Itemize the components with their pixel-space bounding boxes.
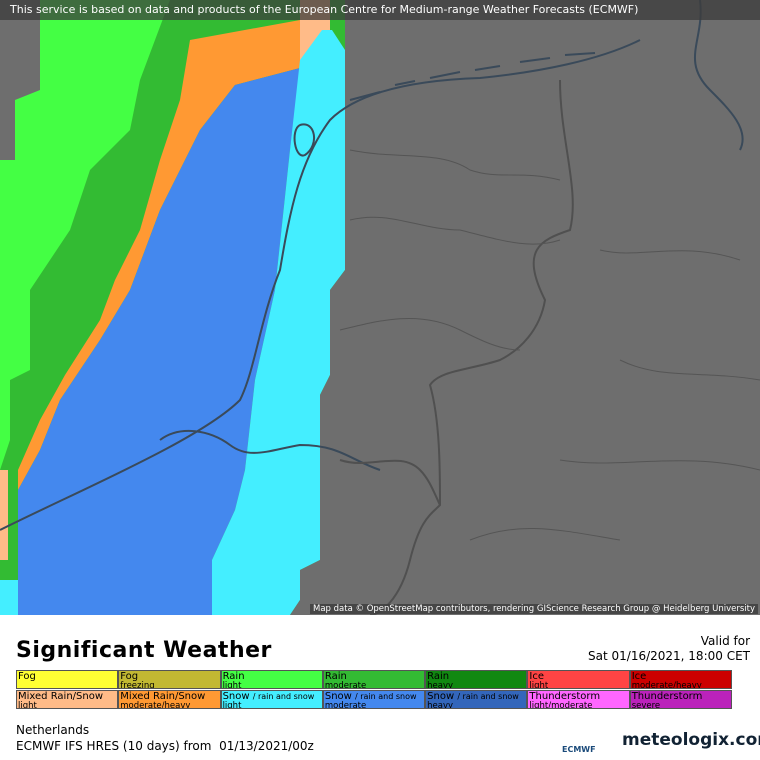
legend-intensity: moderate/heavy — [631, 681, 702, 689]
zone-mixed-light — [0, 470, 8, 560]
country-border — [339, 79, 574, 615]
service-banner: This service is based on data and produc… — [0, 0, 760, 20]
legend-item: Ice moderate/heavy — [629, 670, 732, 689]
legend-intensity: moderate — [324, 681, 367, 689]
legend-qualifier: / rain and snow — [457, 692, 519, 701]
legend-item: Snow / rain and snow light — [220, 690, 323, 709]
legend-name: Rain — [324, 671, 347, 682]
valid-label: Valid for — [700, 634, 750, 648]
legend-item: Snow / rain and snow heavy — [425, 690, 528, 709]
legend-intensity: heavy — [427, 681, 454, 689]
legend-intensity: freezing — [120, 681, 155, 689]
legend-intensity: moderate — [324, 701, 367, 709]
chart-title: Significant Weather — [16, 638, 272, 663]
legend-item: Mixed Rain/Snow moderate/heavy — [118, 690, 221, 709]
legend-name: Mixed Rain/Snow — [120, 691, 206, 702]
legend-item: Rain light — [220, 670, 323, 689]
legend-intensity: light — [222, 701, 242, 709]
legend-intensity: light — [529, 681, 549, 689]
legend-qualifier: / rain and snow — [355, 692, 417, 701]
legend-item: Thunderstorm light/moderate — [527, 690, 630, 709]
legend-name: Snow — [427, 691, 455, 702]
valid-time: Sat 01/16/2021, 18:00 CET — [588, 649, 750, 663]
province-border — [339, 149, 760, 541]
zone-mixed-moderate — [18, 20, 300, 490]
legend-item: Rain heavy — [425, 670, 528, 689]
legend-item: Ice light — [527, 670, 630, 689]
meteologix-logo: meteologix.com — [622, 730, 760, 750]
legend-name: Thunderstorm — [529, 691, 601, 702]
legend-item: Fog — [16, 670, 119, 689]
legend-name: Snow — [324, 691, 352, 702]
model-run: ECMWF IFS HRES (10 days) from 01/13/2021… — [16, 739, 314, 753]
legend-name: Snow — [222, 691, 250, 702]
coastline — [0, 0, 744, 531]
zone-snow-light — [0, 580, 18, 615]
legend-intensity: moderate/heavy — [120, 701, 191, 709]
legend-intensity: heavy — [427, 701, 454, 709]
map — [0, 0, 760, 615]
legend-item: Mixed Rain/Snow light — [16, 690, 119, 709]
legend-name: Fog — [18, 671, 36, 682]
legend-intensity: light — [222, 681, 242, 689]
zone-none — [290, 0, 760, 615]
legend-intensity: light/moderate — [529, 701, 593, 709]
legend-item: Thunderstorm severe — [629, 690, 732, 709]
legend-item: Rain moderate — [322, 670, 426, 689]
zone-snow-moderate — [18, 68, 300, 615]
zone-snow-light — [212, 30, 345, 615]
legend-item: Fog freezing — [118, 670, 221, 689]
legend-name: Fog — [120, 671, 139, 682]
ecmwf-logo: ECMWF — [562, 745, 596, 754]
legend-item: Snow / rain and snow moderate — [322, 690, 426, 709]
legend: Fog Fog freezing Rain light Rain moderate Rain h… — [16, 670, 732, 710]
legend-qualifier: / rain and snow — [252, 692, 315, 701]
legend-intensity: light — [18, 701, 37, 709]
map-attribution: Map data © OpenStreetMap contributors, r… — [310, 604, 758, 614]
legend-name: Ice — [631, 671, 647, 682]
legend-name: Ice — [529, 671, 545, 682]
legend-intensity: severe — [631, 701, 661, 709]
legend-name: Rain — [427, 671, 450, 682]
legend-name: Thunderstorm — [631, 691, 703, 702]
region: Netherlands — [16, 723, 90, 737]
legend-name: Rain — [222, 671, 245, 682]
legend-name: Mixed Rain/Snow — [18, 691, 104, 702]
